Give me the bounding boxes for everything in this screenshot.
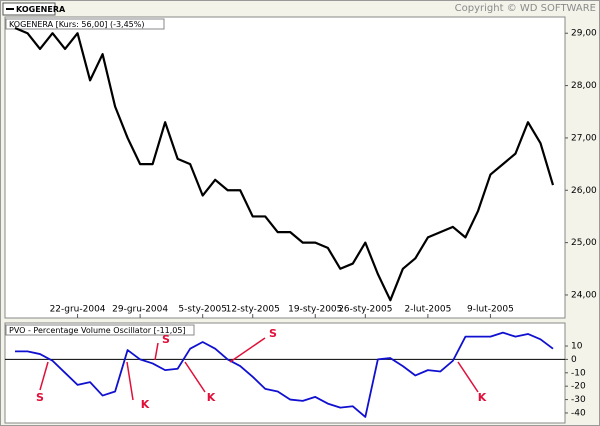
y-tick-label: 29,00 [571,29,597,39]
y-tick-label: -40 [571,408,586,418]
y-tick-label: 0 [571,355,577,365]
annotation: S [269,327,277,340]
x-tick-label: 22-gru-2004 [50,305,106,315]
annotation: K [207,391,216,404]
annotation-line [39,361,49,391]
annotation: K [478,391,487,404]
y-tick-label: 27,00 [571,133,597,143]
y-tick-label: 25,00 [571,238,597,248]
y-tick-label: 24,00 [571,290,597,300]
x-tick-label: 19-sty-2005 [288,305,342,315]
chart-title: KOGENERA [Kurs: 56,00] (-3,45%) [9,20,145,29]
y-tick-label: 26,00 [571,186,597,196]
price-panel [4,16,566,319]
legend-box [2,2,56,16]
series-line [15,331,554,418]
x-tick-label: 2-lut-2005 [404,305,451,315]
y-tick-label: -10 [571,368,586,378]
title-box [5,324,195,336]
y-tick-label: -20 [571,382,586,392]
copyright: Copyright © WD SOFTWARE [455,3,596,14]
y-tick-label: 10 [571,342,583,352]
annotation: S [162,333,170,346]
annotation-line [154,342,159,361]
x-tick-label: 12-sty-2005 [226,305,280,315]
x-tick-label: 29-gru-2004 [112,305,168,315]
title-box [5,18,165,30]
annotation: S [36,391,44,404]
annotation: K [141,398,150,411]
annotation-line [126,361,134,401]
legend-label: KOGENERA [16,5,66,14]
y-tick-label: 28,00 [571,81,597,91]
annotation-line [184,361,206,393]
x-tick-label: 5-sty-2005 [178,305,227,315]
annotation-line [457,361,479,393]
x-tick-label: 9-lut-2005 [467,305,514,315]
x-tick-label: 26-sty-2005 [338,305,392,315]
pvo-panel [4,322,566,424]
series-line [14,26,555,302]
annotation-line [229,337,266,363]
chart-title: PVO - Percentage Volume Oscillator [-11,… [9,326,186,335]
y-tick-label: -30 [571,395,586,405]
